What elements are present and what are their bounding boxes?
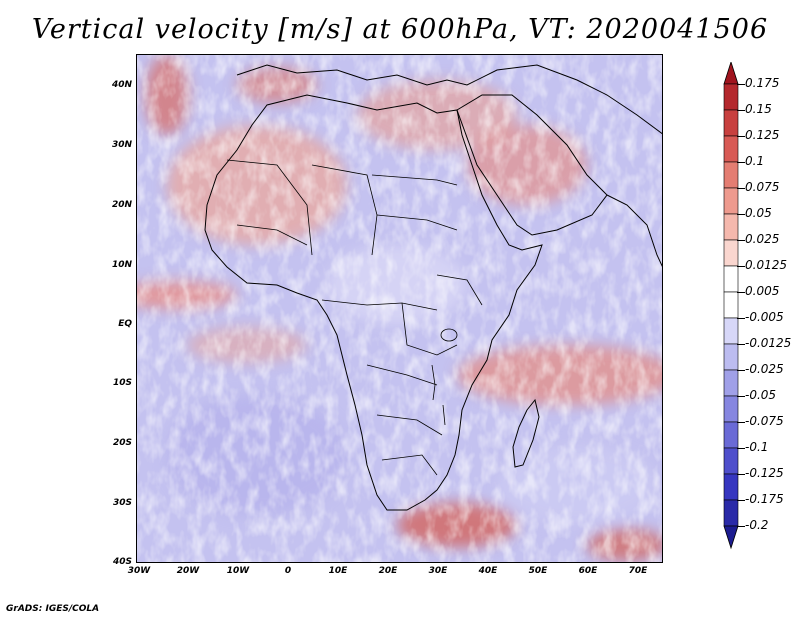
country-borders — [226, 159, 483, 476]
lat-label-10s: 10S — [112, 378, 132, 388]
colorbar-cell — [723, 317, 739, 345]
colorbar-cell — [723, 447, 739, 475]
lake-tanganyika — [431, 364, 436, 401]
colorbar-tick — [737, 474, 745, 475]
colorbar — [723, 62, 739, 550]
lon-label-20w: 20W — [176, 566, 200, 576]
lat-label-10n: 10N — [111, 260, 132, 270]
colorbar-tick — [737, 448, 745, 449]
colorbar-cell — [723, 473, 739, 501]
coastline-madagascar — [512, 398, 540, 468]
colorbar-label: -0.2 — [745, 518, 769, 532]
lat-label-20s: 20S — [112, 438, 132, 448]
grads-credit: GrADS: IGES/COLA — [6, 604, 100, 614]
colorbar-cell — [723, 369, 739, 397]
coastline-arabia — [456, 94, 608, 236]
colorbar-cell — [723, 291, 739, 319]
colorbar-tick — [737, 136, 745, 137]
colorbar-tick — [737, 266, 745, 267]
coastline-asia — [606, 194, 662, 267]
lon-label-0: 0 — [284, 566, 292, 576]
colorbar-label: -0.1 — [745, 440, 769, 454]
colorbar-tick — [737, 240, 745, 241]
coastline-africa — [204, 94, 543, 511]
colorbar-label: 0.175 — [745, 76, 780, 90]
lat-label-20n: 20N — [111, 200, 132, 210]
colorbar-cell — [723, 187, 739, 215]
lat-label-30n: 30N — [111, 140, 132, 150]
lat-label-eq: EQ — [118, 319, 132, 329]
colorbar-cell — [723, 161, 739, 189]
colorbar-cell — [723, 83, 739, 111]
colorbar-label: -0.025 — [745, 362, 784, 376]
colorbar-tick — [737, 292, 745, 293]
colorbar-label: 0.005 — [745, 284, 780, 298]
colorbar-label: -0.005 — [745, 310, 784, 324]
field-texture — [137, 55, 662, 562]
lon-label-10e: 10E — [328, 566, 348, 576]
colorbar-tick — [737, 526, 745, 527]
colorbar-cell — [723, 239, 739, 267]
lon-label-40e: 40E — [478, 566, 498, 576]
colorbar-cell — [723, 135, 739, 163]
lon-label-60e: 60E — [578, 566, 598, 576]
colorbar-tick — [737, 396, 745, 397]
colorbar-tick — [737, 84, 745, 85]
colorbar-label: 0.125 — [745, 128, 780, 142]
colorbar-label: 0.05 — [745, 206, 772, 220]
lon-label-70e: 70E — [628, 566, 648, 576]
colorbar-cell — [723, 421, 739, 449]
lat-label-40n: 40N — [111, 80, 132, 90]
colorbar-tick — [737, 110, 745, 111]
lake-malawi — [442, 404, 446, 426]
colorbar-cell — [723, 499, 739, 527]
colorbar-tick — [737, 214, 745, 215]
colorbar-tick — [737, 318, 745, 319]
colorbar-cell — [723, 343, 739, 371]
colorbar-label: -0.075 — [745, 414, 784, 428]
lon-label-20e: 20E — [378, 566, 398, 576]
colorbar-label: 0.025 — [745, 232, 780, 246]
map-title: Vertical velocity [m/s] at 600hPa, VT: 2… — [31, 14, 769, 45]
colorbar-label: -0.05 — [745, 388, 777, 402]
lon-label-50e: 50E — [528, 566, 548, 576]
lon-label-10w: 10W — [226, 566, 250, 576]
lon-label-30w: 30W — [127, 566, 151, 576]
velocity-map — [136, 54, 663, 563]
colorbar-arrow-bottom — [723, 525, 739, 550]
colorbar-label: 0.075 — [745, 180, 780, 194]
colorbar-label: 0.1 — [745, 154, 765, 168]
lat-label-30s: 30S — [112, 498, 132, 508]
colorbar-tick — [737, 344, 745, 345]
colorbar-label: -0.175 — [745, 492, 784, 506]
lake-victoria — [440, 328, 458, 342]
colorbar-tick — [737, 162, 745, 163]
colorbar-cell — [723, 213, 739, 241]
colorbar-label: 0.15 — [745, 102, 772, 116]
colorbar-tick — [737, 422, 745, 423]
colorbar-tick — [737, 500, 745, 501]
colorbar-cell — [723, 109, 739, 137]
lat-label-40s: 40S — [112, 557, 132, 567]
colorbar-tick — [737, 370, 745, 371]
colorbar-label: 0.0125 — [745, 258, 787, 272]
lon-label-30e: 30E — [428, 566, 448, 576]
colorbar-label: -0.0125 — [745, 336, 792, 350]
colorbar-tick — [737, 188, 745, 189]
map-canvas — [137, 55, 662, 562]
colorbar-cell — [723, 395, 739, 423]
coastline-europe — [236, 64, 662, 135]
colorbar-arrow-top — [723, 62, 739, 85]
colorbar-cell — [723, 265, 739, 293]
colorbar-label: -0.125 — [745, 466, 784, 480]
